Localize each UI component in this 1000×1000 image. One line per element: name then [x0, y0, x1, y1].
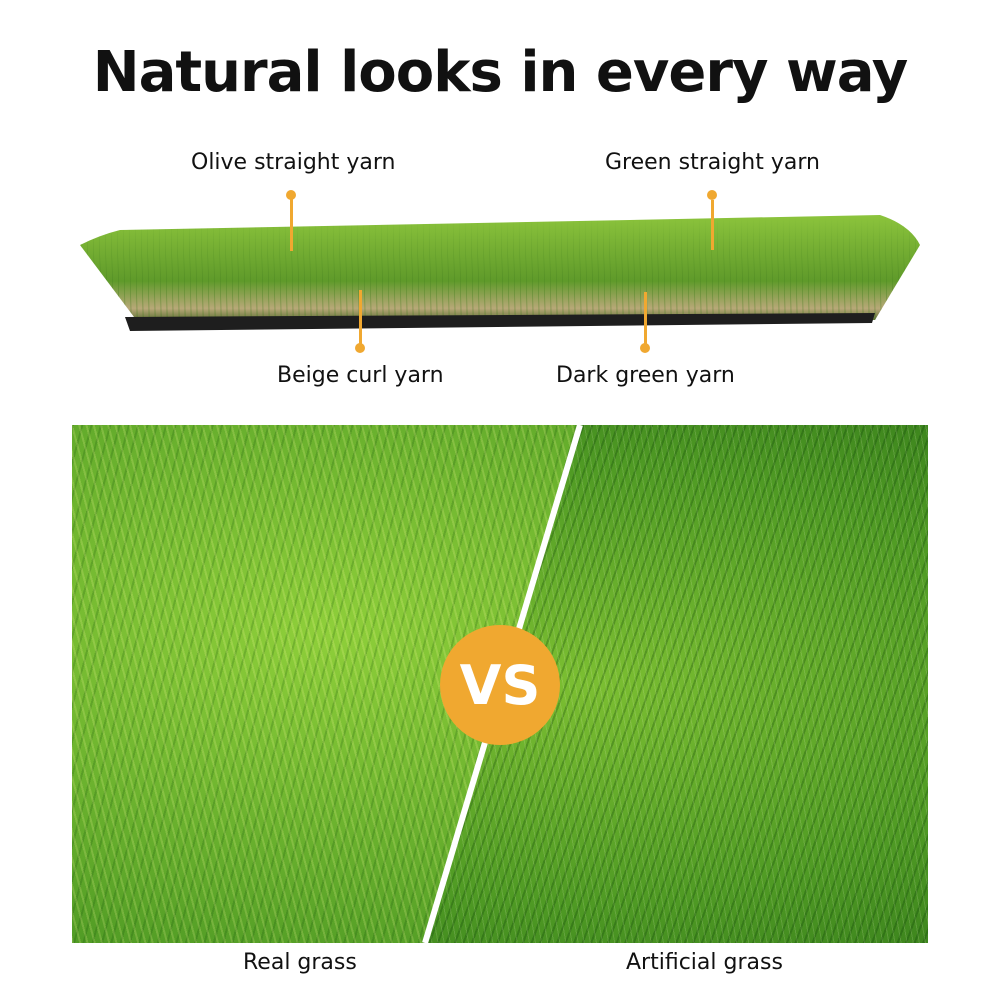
beige-callout-dot [355, 343, 365, 353]
green-yarn-label: Green straight yarn [605, 150, 820, 175]
olive-yarn-label: Olive straight yarn [191, 150, 396, 175]
dark-callout-dot [640, 343, 650, 353]
dark-yarn-label: Dark green yarn [556, 363, 735, 388]
beige-yarn-label: Beige curl yarn [277, 363, 444, 388]
olive-callout-dot [286, 190, 296, 200]
page-title: Natural looks in every way [92, 40, 909, 105]
vs-badge: VS [440, 625, 560, 745]
dark-callout-line [644, 292, 647, 346]
real-grass-caption: Real grass [243, 950, 357, 975]
turf-sample-image [80, 215, 920, 331]
green-callout-dot [707, 190, 717, 200]
beige-callout-line [359, 290, 362, 346]
artificial-grass-caption: Artificial grass [626, 950, 783, 975]
green-callout-line [711, 200, 714, 250]
olive-callout-line [290, 196, 293, 251]
